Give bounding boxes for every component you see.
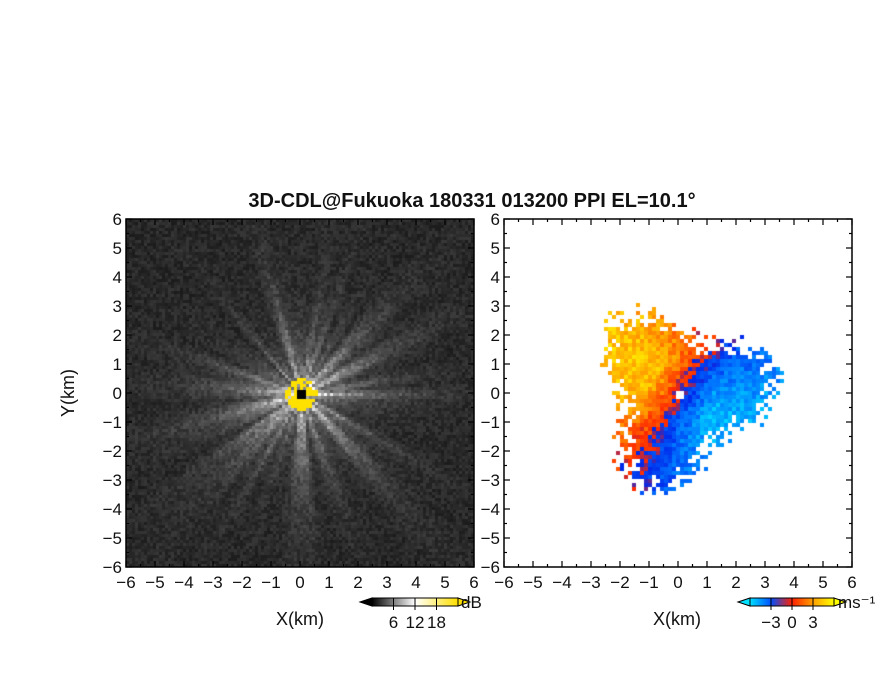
velocity-colorbar-unit: ms⁻¹ [838,593,876,612]
colorbar-low-arrow [358,597,373,607]
y-tick-label: −4 [103,500,122,519]
x-tick-label: −2 [232,573,251,592]
chart-title: 3D-CDL@Fukuoka 180331 013200 PPI EL=10.1… [248,190,695,212]
x-tick-label: −2 [610,573,629,592]
y-tick-label: 3 [491,297,500,316]
y-tick-label: −2 [103,442,122,461]
y-tick-label: 1 [491,355,500,374]
velocity-image [504,219,852,567]
velocity-panel: −6 −5 −4 −3 −2 −1 0 1 2 3 4 5 6 −6 −5 −4 −3 −2 −1 0 1 2 3 4 5 6 X… [481,210,876,632]
x-tick-label: −6 [116,573,135,592]
y-tick-label: 0 [491,384,500,403]
x-tick-label: 3 [760,573,769,592]
y-tick-label: 5 [491,239,500,258]
velocity-colorbar: −3 0 3 [736,597,848,632]
y-tick-label: −3 [103,471,122,490]
x-tick-label: 5 [440,573,449,592]
x-tick-label: −6 [494,573,513,592]
y-tick-label: −1 [103,413,122,432]
colorbar-tick-label: 3 [808,613,817,632]
x-tick-label: 6 [469,573,478,592]
x-tick-label: 5 [818,573,827,592]
snr-image [126,219,474,567]
y-tick-label: −1 [481,413,500,432]
colorbar-low-arrow [736,597,751,607]
y-tick-label: −5 [103,529,122,548]
y-tick-label: −6 [481,558,500,577]
y-tick-label: 0 [113,384,122,403]
x-tick-label: 1 [702,573,711,592]
x-tick-label: 6 [847,573,856,592]
snr-axis-ticks: −6 −5 −4 −3 −2 −1 0 1 2 3 4 5 6 −6 −5 −4 −3 −2 −1 0 1 2 3 4 5 6 [103,210,479,592]
y-tick-label: 4 [113,268,122,287]
colorbar-tick-label: 12 [406,613,425,632]
y-tick-label: 2 [113,326,122,345]
y-tick-label: 6 [491,210,500,229]
x-tick-label: 2 [353,573,362,592]
x-tick-label: 4 [411,573,420,592]
colorbar-tick-label: 6 [389,613,398,632]
x-tick-label: 0 [295,573,304,592]
y-tick-label: −4 [481,500,500,519]
y-tick-label: −2 [481,442,500,461]
y-tick-label: −6 [103,558,122,577]
x-tick-label: −1 [261,573,280,592]
velocity-axis-ticks: −6 −5 −4 −3 −2 −1 0 1 2 3 4 5 6 −6 −5 −4 −3 −2 −1 0 1 2 3 4 5 6 [481,210,857,592]
x-tick-label: −3 [203,573,222,592]
y-tick-label: 2 [491,326,500,345]
colorbar-tick-label: −3 [761,613,780,632]
x-tick-label: 3 [382,573,391,592]
colorbar-high-arrow [457,597,472,607]
colorbar-tick-label: 18 [427,613,446,632]
x-tick-label: −3 [581,573,600,592]
snr-colorbar: 6 12 18 [358,597,472,632]
x-tick-label: 1 [324,573,333,592]
y-tick-label: 3 [113,297,122,316]
x-tick-label: −1 [639,573,658,592]
y-tick-label: −3 [481,471,500,490]
y-tick-label: 6 [113,210,122,229]
x-tick-label: 4 [789,573,798,592]
colorbar-high-arrow [833,597,848,607]
x-tick-label: 2 [731,573,740,592]
y-tick-label: 1 [113,355,122,374]
x-tick-label: 0 [673,573,682,592]
x-tick-label: −4 [174,573,193,592]
velocity-xlabel: X(km) [653,609,701,629]
x-tick-label: −4 [552,573,571,592]
colorbar-tick-label: 0 [787,613,796,632]
y-tick-label: 5 [113,239,122,258]
y-tick-label: −5 [481,529,500,548]
snr-xlabel: X(km) [276,609,324,629]
snr-colorbar-unit: dB [461,593,482,612]
x-tick-label: −5 [523,573,542,592]
x-tick-label: −5 [145,573,164,592]
snr-ylabel: Y(km) [58,369,78,417]
y-tick-label: 4 [491,268,500,287]
